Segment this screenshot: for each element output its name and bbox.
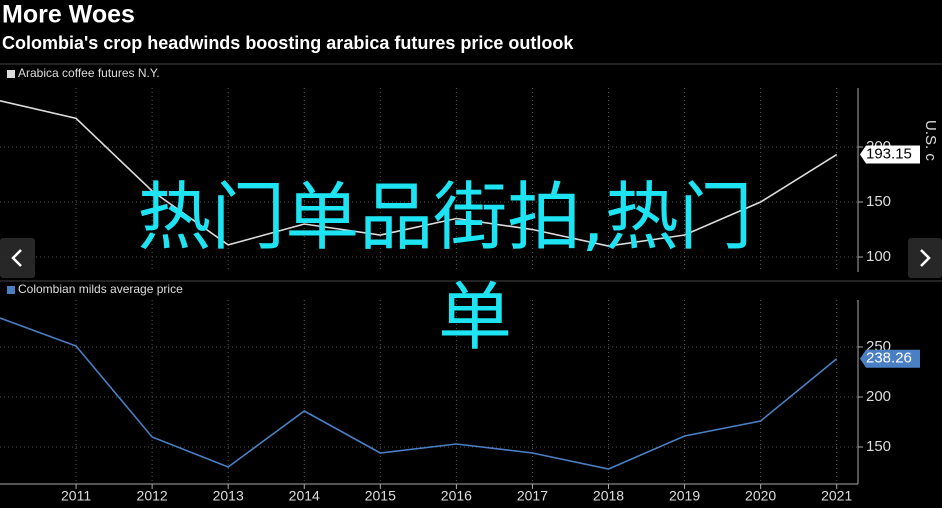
- last-value-box: [860, 145, 920, 164]
- line: [0, 99, 838, 247]
- legend-swatch: [7, 286, 15, 294]
- y-axis-label: U.S. c: [922, 120, 939, 161]
- x-tick-label: 2020: [745, 488, 776, 504]
- prev-icon: [11, 249, 22, 267]
- overlay-text: 热门单品街拍,热门: [137, 175, 753, 261]
- subtitle: Colombia's crop headwinds boosting arabi…: [2, 33, 574, 53]
- y-tick-label: 200: [866, 388, 891, 405]
- y-tick-label: 150: [866, 438, 891, 455]
- legend-swatch: [7, 70, 15, 78]
- x-tick-label: 2012: [137, 488, 168, 504]
- x-tick-label: 2014: [289, 488, 320, 504]
- x-tick-label: 2019: [669, 488, 700, 504]
- title: More Woes: [2, 1, 135, 29]
- legend-label: Arabica coffee futures N.Y.: [18, 66, 160, 80]
- x-tick-label: 2015: [365, 488, 396, 504]
- legend-label: Colombian milds average price: [18, 282, 183, 296]
- x-tick-label: 2011: [61, 488, 91, 504]
- x-tick-label: 2021: [821, 488, 852, 504]
- next-button[interactable]: [908, 238, 942, 278]
- x-tick-label: 2018: [593, 488, 624, 504]
- x-tick-label: 2016: [441, 488, 472, 504]
- last-value-label: 193.15: [866, 145, 912, 162]
- y-tick-label: 150: [866, 193, 891, 210]
- overlay-text: 单: [438, 275, 512, 361]
- line: [0, 317, 838, 470]
- x-tick-label: 2017: [517, 488, 548, 504]
- next-icon: [920, 249, 931, 267]
- last-value-box: [860, 349, 920, 368]
- y-tick-label: 100: [866, 248, 891, 265]
- last-value-label: 238.26: [866, 350, 912, 367]
- prev-button[interactable]: [0, 238, 35, 278]
- x-tick-label: 2013: [213, 488, 244, 504]
